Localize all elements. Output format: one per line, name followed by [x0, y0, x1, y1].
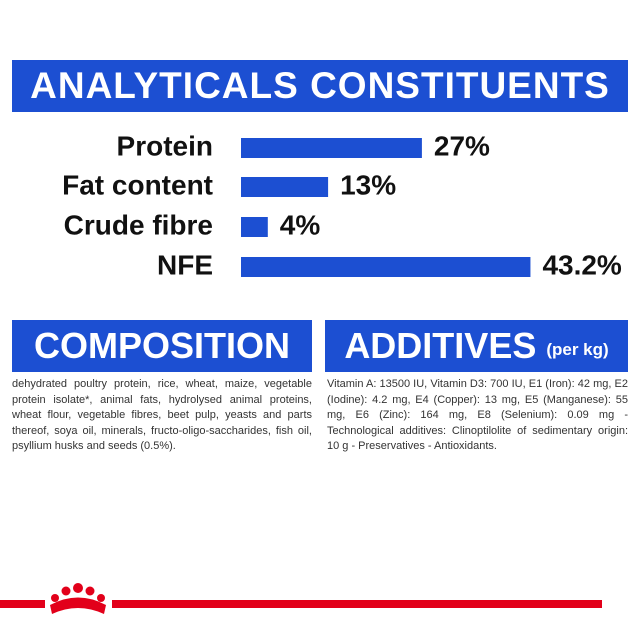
- bar: [241, 177, 329, 197]
- bar: [241, 138, 422, 158]
- brand-line: [112, 600, 602, 608]
- value-label: 13%: [340, 169, 396, 200]
- value-label: 27%: [434, 130, 490, 161]
- category-label: NFE: [157, 249, 213, 280]
- category-label: Crude fibre: [64, 209, 213, 240]
- additives-banner: ADDITIVES (per kg): [325, 320, 628, 372]
- composition-text: dehydrated poultry protein, rice, wheat,…: [12, 378, 312, 452]
- composition-title: COMPOSITION: [33, 325, 290, 366]
- value-label: 4%: [280, 209, 321, 240]
- bar: [241, 217, 268, 237]
- composition-banner: COMPOSITION: [12, 320, 312, 372]
- title: ANALYTICALS CONSTITUENTS: [30, 65, 610, 106]
- additives-text: Vitamin A: 13500 IU, Vitamin D3: 700 IU,…: [327, 378, 628, 452]
- brand-line: [0, 600, 45, 608]
- additives-unit: (per kg): [546, 340, 609, 359]
- additives-title: ADDITIVES: [344, 325, 537, 366]
- category-label: Fat content: [62, 169, 213, 200]
- title-banner: ANALYTICALS CONSTITUENTS: [12, 60, 628, 112]
- chart: Protein 27% Fat content 13% Crude fibre 4% NFE…: [62, 130, 622, 280]
- value-label: 43.2%: [542, 249, 621, 280]
- crown-logo: [50, 583, 106, 614]
- category-label: Protein: [117, 130, 213, 161]
- bar: [241, 257, 531, 277]
